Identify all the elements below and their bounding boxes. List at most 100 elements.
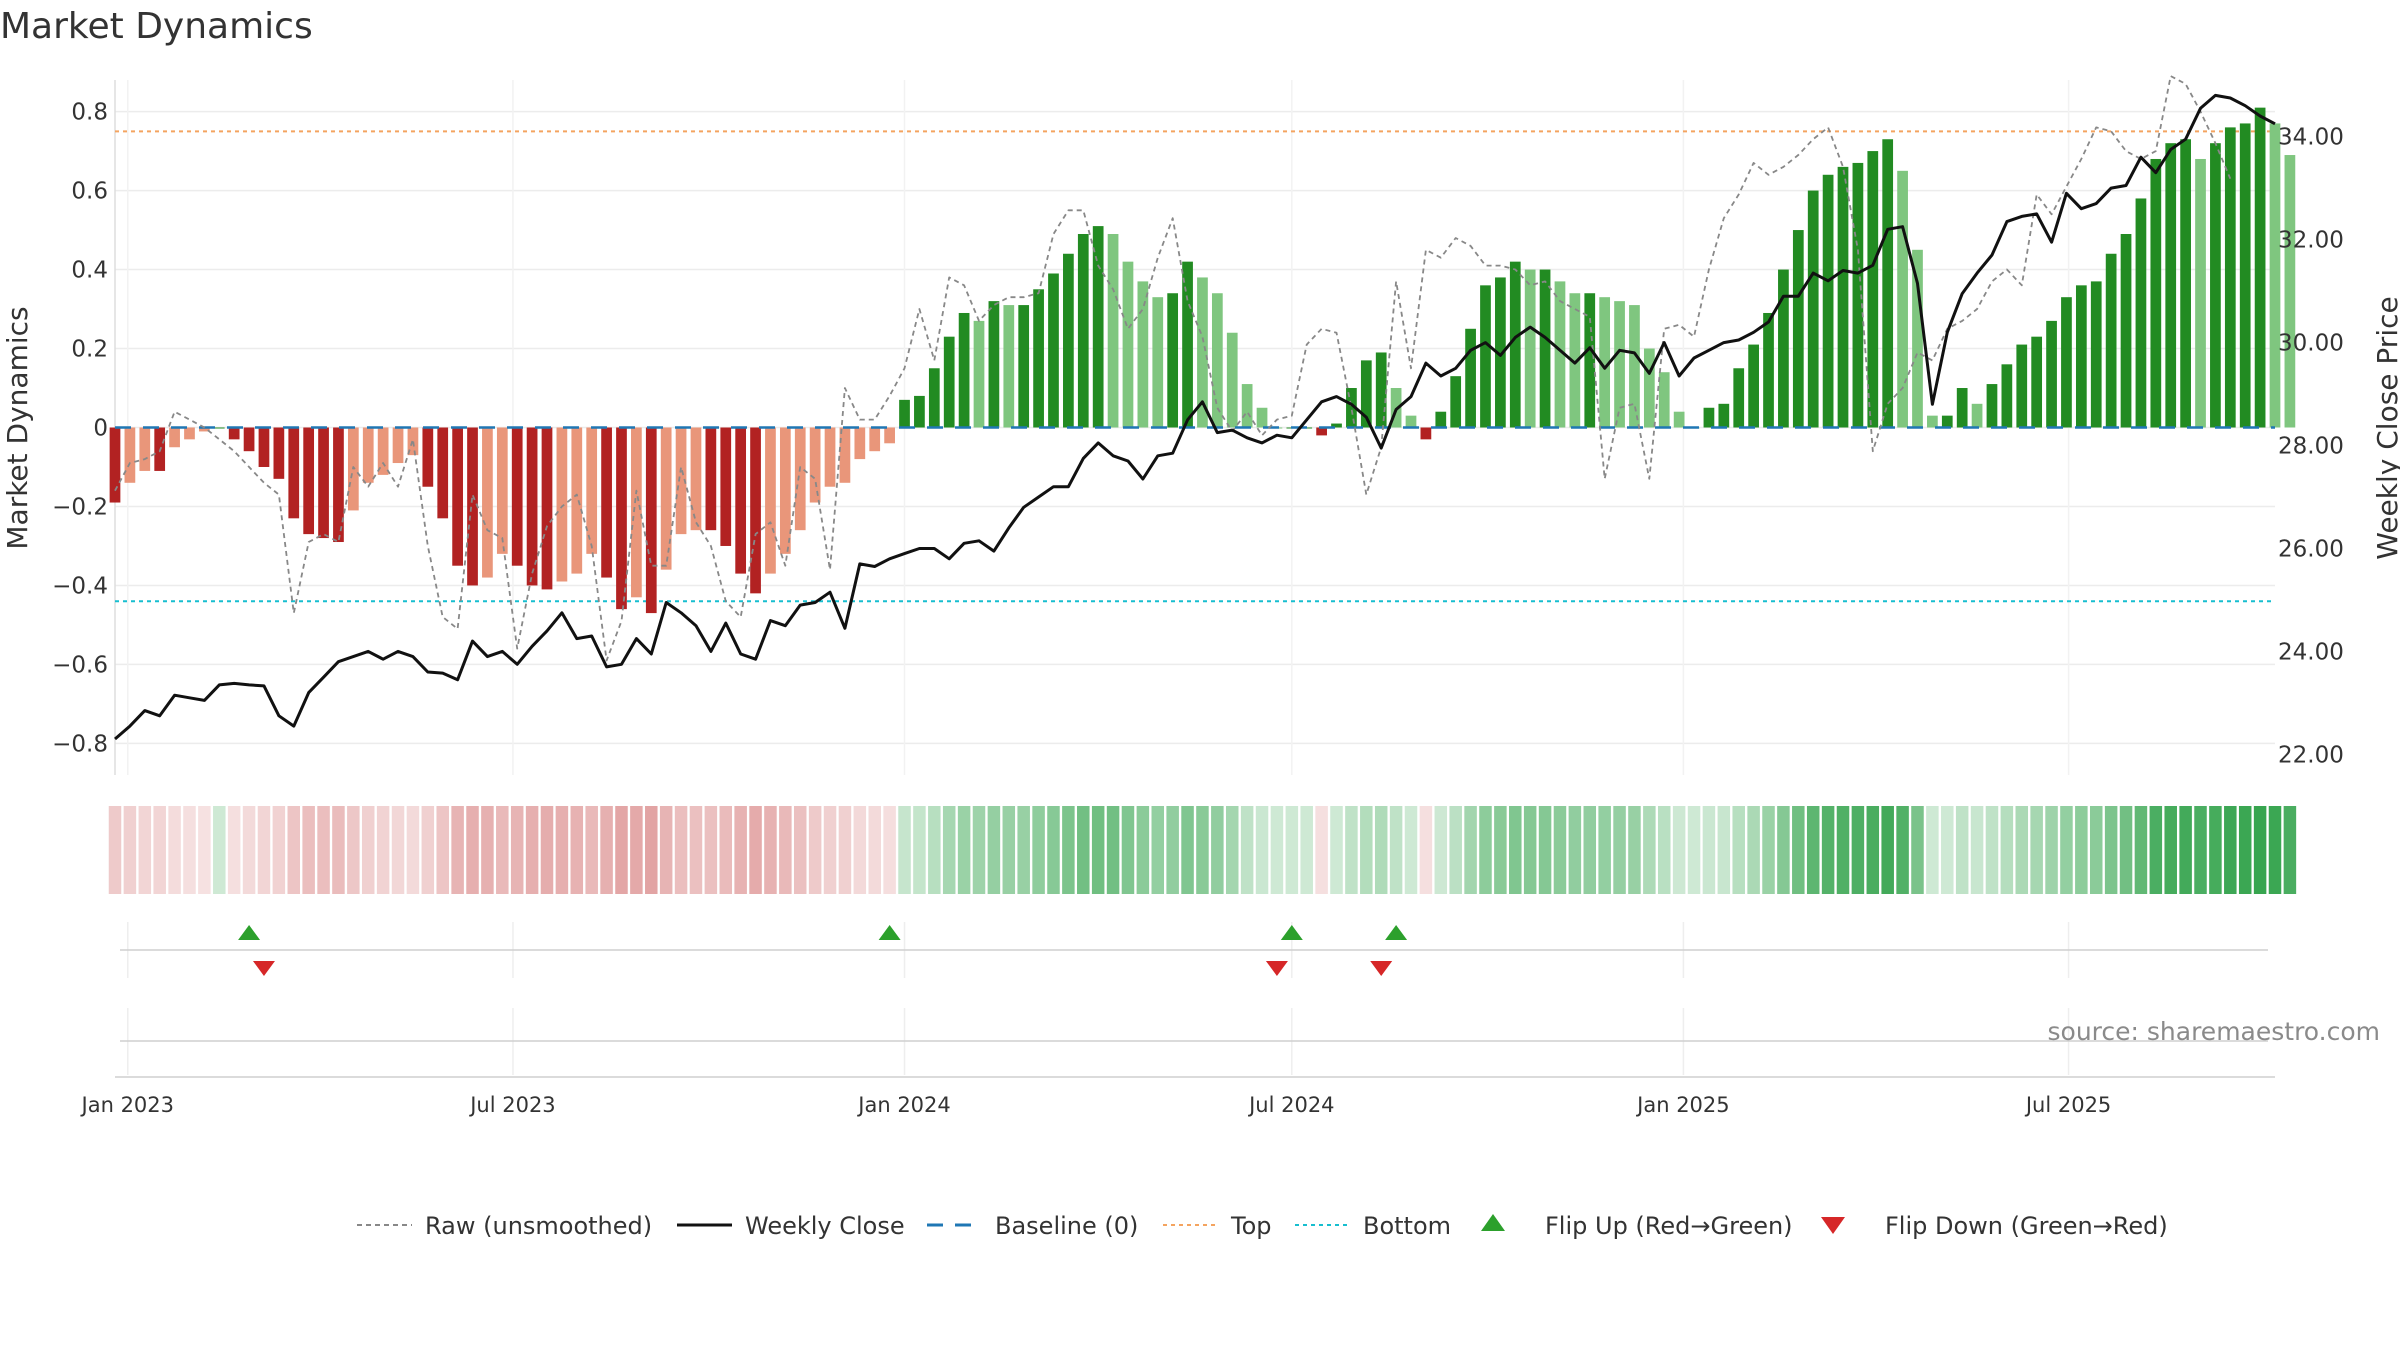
regime-cell [1985,806,1999,894]
dynamics-bar [526,427,538,586]
dynamics-bar [1465,328,1476,428]
regime-cell [1136,806,1150,894]
dynamics-bar [735,427,747,574]
regime-cell [913,806,926,894]
dynamics-bar [243,427,255,452]
x-tick-label: Jul 2025 [2024,1093,2111,1117]
regime-cell [1643,806,1656,894]
dynamics-bar [690,427,702,531]
legend: Raw (unsmoothed) Weekly Close Baseline (0)… [357,1212,2168,1240]
dynamics-bar [899,399,910,428]
x-tick-label: Jan 2023 [80,1093,175,1117]
legend-label: Flip Down (Green→Red) [1885,1212,2168,1240]
regime-cell [2253,806,2267,894]
regime-cell [257,806,271,894]
dynamics-bar [2180,139,2191,428]
dynamics-bar [169,427,180,448]
dynamics-bar [1807,190,1819,428]
dynamics-bar [914,395,925,428]
right-tick-label: 26.00 [2278,536,2344,562]
legend-label: Baseline (0) [995,1212,1138,1240]
regime-cell [1255,806,1269,894]
dynamics-bar [1852,162,1864,428]
dynamics-bar [1599,297,1611,428]
dynamics-bar [2046,320,2057,428]
dynamics-bar [213,427,225,429]
dynamics-bar [973,320,985,428]
dynamics-bar [2224,127,2236,428]
regime-cell [2164,806,2177,894]
dynamics-bar [1420,427,1432,440]
flip-down-marker [1265,961,1288,976]
regime-cell [2000,806,2014,894]
dynamics-bar [586,427,598,554]
legend-item: Bottom [1295,1212,1451,1240]
regime-cell [942,806,956,894]
regime-cell [1330,806,1343,894]
regime-cell [108,806,122,894]
weekly-close-line [114,93,2276,741]
regime-cell [1315,806,1328,894]
left-tick-label: 0.8 [71,100,108,126]
x-tick-label: Jan 2025 [1635,1093,1730,1117]
dynamics-bar [705,427,717,531]
dynamics-bar [943,336,955,428]
regime-cell [1106,806,1120,894]
right-tick-label: 22.00 [2278,742,2344,768]
dynamics-bar [1360,360,1372,428]
left-tick-label: −0.2 [52,494,108,520]
dynamics-bar [1539,269,1551,428]
regime-cell [1583,806,1597,894]
regime-cell [779,806,792,894]
dynamics-bar [496,427,508,554]
regime-cell [2075,806,2088,894]
dynamics-bar [511,427,523,566]
regime-cell [734,806,747,894]
regime-cell [689,806,703,894]
dynamics-bars [109,107,2296,614]
regime-cell [525,806,539,894]
dynamics-bar [2254,107,2266,428]
dynamics-bar [1569,293,1581,428]
dynamics-bar [482,427,493,578]
left-axis-ticks: 0.8 0.6 0.4 0.2 0 −0.2 −0.4 −0.6 −0.8 [52,100,108,758]
regime-cell [793,806,807,894]
regime-cell [1717,806,1731,894]
regime-cell [123,806,137,894]
dynamics-bar [109,427,121,503]
legend-item: Baseline (0) [927,1212,1138,1240]
dynamics-bar [377,427,389,475]
dynamics-bar [318,427,329,539]
dynamics-bar [124,427,136,483]
regime-cell [957,806,971,894]
dynamics-bar [1063,253,1074,428]
regime-cell [868,806,881,894]
legend-swatch [1481,1214,1505,1231]
regime-cell [1240,806,1254,894]
regime-cell [138,806,152,894]
legend-item: Flip Down (Green→Red) [1821,1212,2168,1240]
dynamics-bar [1450,376,1462,428]
regime-cell [2268,806,2282,894]
dynamics-bar [1167,293,1179,428]
dynamics-bar [392,427,404,464]
dynamics-bar [779,427,791,554]
regime-cell [1449,806,1462,894]
regime-cell [1419,806,1433,894]
regime-cell [1196,806,1209,894]
regime-cell [928,806,941,894]
regime-cell [2045,806,2058,894]
dynamics-bar [1077,234,1089,428]
regime-cell [1896,806,1909,894]
dynamics-bar [467,427,478,586]
regime-cell [272,806,286,894]
regime-cell [2209,806,2222,894]
dynamics-bar [884,427,895,444]
regime-cell [838,806,852,894]
dynamics-bar [824,427,836,487]
right-tick-label: 24.00 [2278,639,2344,665]
regime-cell [1077,806,1090,894]
regime-cell [183,806,196,894]
regime-cell [376,806,390,894]
